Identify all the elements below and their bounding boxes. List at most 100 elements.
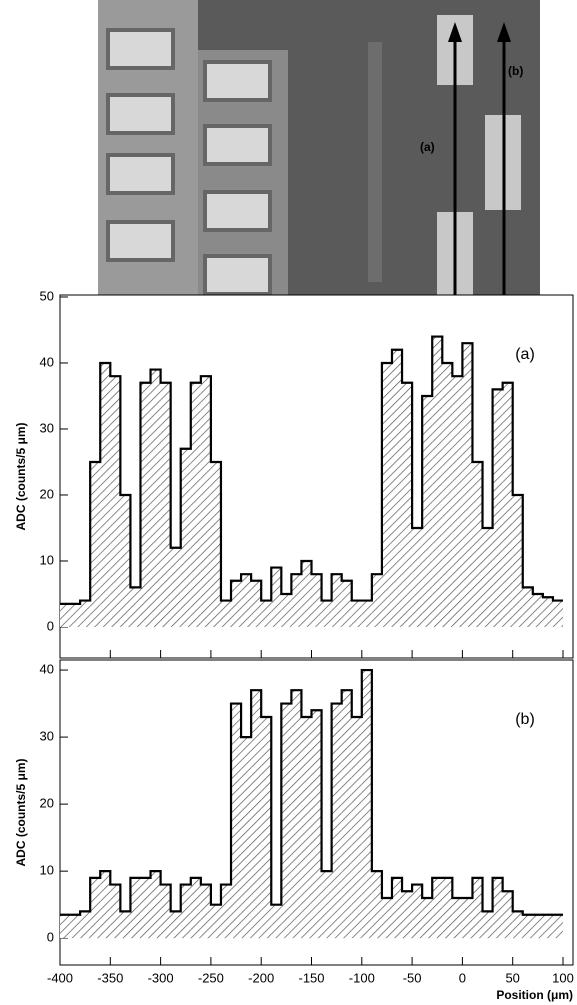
histogram-bar <box>271 904 282 939</box>
histogram-bar <box>321 871 332 939</box>
x-tick-label: -250 <box>198 970 224 985</box>
histogram-bar <box>482 527 493 627</box>
histogram-bar <box>251 580 262 627</box>
histogram-bar <box>522 914 533 939</box>
panel-annotation: (a) <box>515 346 535 363</box>
histogram-bar <box>442 877 453 939</box>
x-tick-label: 50 <box>505 970 519 985</box>
photo: (a) (b) <box>98 0 540 318</box>
x-tick-label: 0 <box>459 970 466 985</box>
y-tick-label: 20 <box>40 486 54 501</box>
histogram-bar <box>311 574 322 627</box>
histogram-bar <box>220 884 232 939</box>
y-tick-label: 30 <box>40 420 54 435</box>
histogram-bar <box>371 574 382 627</box>
histogram-bar <box>482 911 493 939</box>
histogram-bar <box>301 560 312 627</box>
histogram-bar <box>170 547 181 627</box>
x-tick-label: 100 <box>552 970 574 985</box>
histogram-bar <box>341 580 352 627</box>
histogram-bar <box>361 600 372 627</box>
y-tick-label: 0 <box>47 930 54 945</box>
x-tick-label: -400 <box>47 970 73 985</box>
histogram-bar <box>502 382 513 627</box>
x-tick-label: -350 <box>97 970 123 985</box>
histogram-bar <box>150 871 161 939</box>
histogram-bar <box>371 871 382 939</box>
histogram-bar <box>542 597 553 627</box>
histogram-bar <box>381 362 392 627</box>
histogram-bar <box>60 914 71 939</box>
x-tick-label: -100 <box>349 970 375 985</box>
histogram-bar <box>512 494 523 627</box>
x-tick-label: -300 <box>148 970 174 985</box>
histogram-outline <box>60 668 563 916</box>
histogram-bar <box>301 716 312 939</box>
histogram-bar <box>241 737 252 939</box>
histogram-bar <box>321 600 332 627</box>
histogram-bar <box>381 897 392 939</box>
histogram-bar <box>462 343 473 627</box>
histogram-bar <box>412 527 423 627</box>
histogram-bar <box>80 600 91 627</box>
histogram-bar <box>180 448 191 627</box>
histogram-bar <box>70 603 81 627</box>
histogram-bar <box>542 914 553 939</box>
histogram-bar <box>210 904 221 939</box>
y-tick-label: 40 <box>40 661 54 676</box>
histogram-bar <box>200 376 211 627</box>
histogram-bar <box>160 884 171 939</box>
histogram-bar <box>210 461 221 627</box>
histogram-bar <box>130 877 141 939</box>
histogram-bar <box>492 877 503 939</box>
histogram-bar <box>90 877 101 939</box>
histogram-bar <box>402 891 413 939</box>
histogram-bar <box>331 574 342 627</box>
panel-annotation: (b) <box>515 711 535 728</box>
histogram-bar <box>241 574 252 627</box>
histogram-bar <box>110 884 121 939</box>
histogram-bar <box>472 461 483 627</box>
histogram-bar <box>70 914 81 939</box>
histogram-bar <box>190 877 201 939</box>
histogram-bar <box>80 911 91 939</box>
y-tick-label: 40 <box>40 354 54 369</box>
histogram-bar <box>351 600 362 627</box>
histogram-bar <box>190 382 201 627</box>
y-axis-label: ADC (counts/5 μm) <box>14 422 28 530</box>
histogram-bar <box>472 877 483 939</box>
histogram-bar <box>452 376 463 627</box>
histogram-bar <box>432 877 443 939</box>
histogram-bar <box>220 600 232 627</box>
y-tick-label: 50 <box>40 288 54 303</box>
histogram-bar <box>281 593 292 627</box>
histogram-bar <box>391 877 403 939</box>
histogram-bar <box>462 897 473 939</box>
histogram-bar <box>281 703 292 939</box>
histogram-bar <box>100 362 111 627</box>
histogram-bar <box>100 871 111 939</box>
histogram-bar <box>412 884 423 939</box>
y-tick-label: 30 <box>40 729 54 744</box>
histogram-bar <box>432 336 443 627</box>
y-tick-label: 10 <box>40 552 54 567</box>
histogram-bar <box>552 914 563 939</box>
histogram-outline <box>60 335 563 605</box>
histogram-bar <box>311 710 322 939</box>
histogram-bar <box>261 716 272 939</box>
histogram-bar <box>231 580 242 627</box>
histogram-bar <box>170 911 181 939</box>
histogram-bar <box>402 382 413 627</box>
histogram-bar <box>512 911 523 939</box>
histogram-bar <box>110 376 121 627</box>
x-tick-label: -50 <box>403 970 422 985</box>
histogram-bar <box>130 587 141 627</box>
histogram-bar <box>522 587 533 627</box>
histogram-bar <box>291 574 302 627</box>
histogram-bar <box>552 600 563 627</box>
histogram-bar <box>140 382 151 627</box>
histogram-bar <box>231 703 242 939</box>
histogram-bar <box>291 690 302 939</box>
